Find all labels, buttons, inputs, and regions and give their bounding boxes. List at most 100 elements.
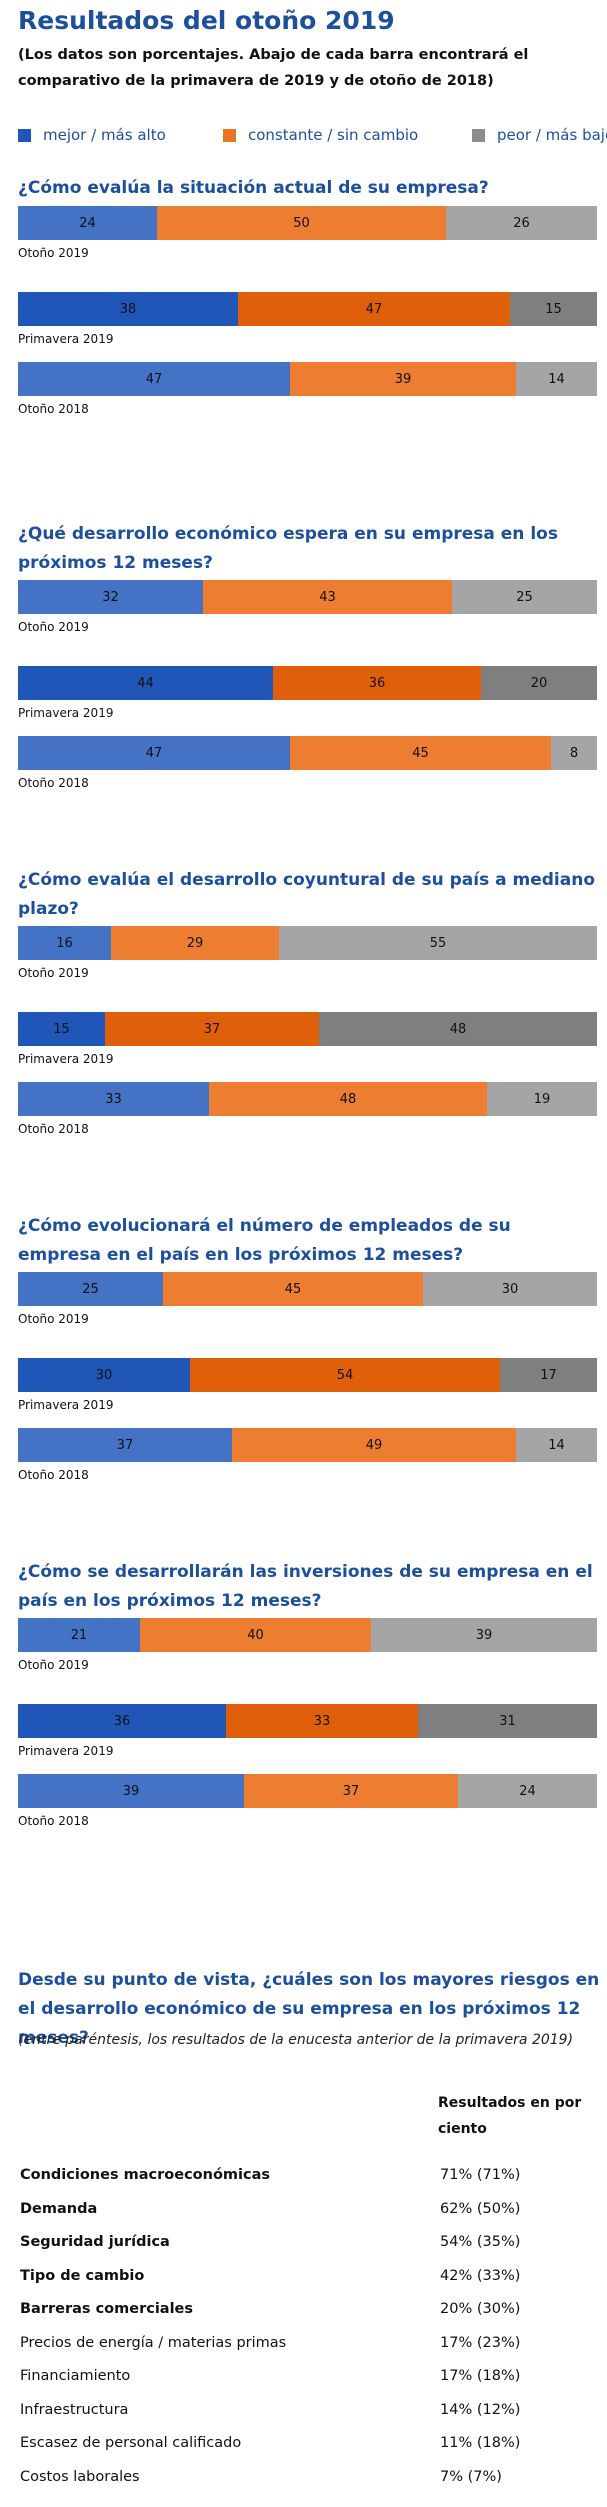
bar-period-label: Primavera 2019 bbox=[18, 706, 114, 720]
legend-item-worse: peor / más bajo bbox=[472, 126, 607, 144]
stacked-bar: 37 49 14 bbox=[18, 1428, 597, 1462]
bar-segment: 38 bbox=[18, 292, 238, 326]
bar-segment: 19 bbox=[487, 1082, 597, 1116]
bar-period-label: Otoño 2019 bbox=[18, 246, 89, 260]
bar-segment: 55 bbox=[279, 926, 597, 960]
risks-note: (entre paréntesis, los resultados de la … bbox=[18, 2032, 574, 2048]
legend-swatch-worse bbox=[472, 128, 485, 142]
bar-period-label: Otoño 2019 bbox=[18, 966, 89, 980]
question-title: ¿Cómo evalúa el desarrollo coyuntural de… bbox=[18, 870, 596, 919]
risk-value: 11% (18%) bbox=[440, 2435, 521, 2451]
stacked-bar: 39 37 24 bbox=[18, 1774, 597, 1808]
bar-value-label: 16 bbox=[56, 935, 73, 951]
risk-value: 20% (30%) bbox=[440, 2301, 521, 2317]
bar-value-label: 30 bbox=[501, 1281, 519, 1297]
bar-segment: 15 bbox=[18, 1012, 105, 1046]
bar-value-label: 45 bbox=[284, 1281, 302, 1297]
bar-value-label: 44 bbox=[137, 675, 154, 691]
bar-segment: 33 bbox=[226, 1704, 418, 1738]
bar-segment: 30 bbox=[18, 1358, 190, 1392]
bar-value-label: 25 bbox=[82, 1281, 99, 1297]
bar-value-label: 36 bbox=[368, 675, 386, 691]
stacked-bar: 24 50 26 bbox=[18, 206, 597, 240]
bar-value-label: 45 bbox=[412, 745, 429, 761]
bar-segment: 48 bbox=[209, 1082, 487, 1116]
legend-label-constant: constante / sin cambio bbox=[248, 126, 419, 144]
bar-value-label: 19 bbox=[533, 1091, 551, 1107]
stacked-bar: 47 39 14 bbox=[18, 362, 597, 396]
stacked-bar: 21 40 39 bbox=[18, 1618, 597, 1652]
bar-value-label: 24 bbox=[519, 1783, 536, 1799]
bar-segment: 14 bbox=[516, 1428, 597, 1462]
bar-value-label: 39 bbox=[122, 1783, 140, 1799]
legend-item-better: mejor / más alto bbox=[18, 126, 166, 144]
bar-value-label: 33 bbox=[313, 1713, 331, 1729]
bar-value-label: 15 bbox=[53, 1021, 70, 1037]
stacked-bar: 44 36 20 bbox=[18, 666, 597, 700]
risk-value: 7% (7%) bbox=[440, 2468, 502, 2485]
bar-value-label: 39 bbox=[475, 1627, 493, 1643]
risk-row: Financiamiento 17% (18%) bbox=[20, 2368, 600, 2392]
risk-value: 54% (35%) bbox=[440, 2234, 521, 2250]
bar-period-label: Primavera 2019 bbox=[18, 332, 114, 346]
risk-value: 71% (71%) bbox=[440, 2167, 521, 2183]
bar-value-label: 40 bbox=[247, 1627, 264, 1643]
bar-segment: 45 bbox=[163, 1272, 423, 1306]
question-title: ¿Cómo evalúa la situación actual de su e… bbox=[18, 178, 489, 198]
bar-period-label: Otoño 2019 bbox=[18, 1312, 89, 1326]
bar-segment: 37 bbox=[18, 1428, 232, 1462]
bar-segment: 47 bbox=[18, 362, 290, 396]
bar-segment: 50 bbox=[157, 206, 446, 240]
bar-value-label: 38 bbox=[119, 301, 137, 317]
legend-swatch-constant bbox=[223, 128, 236, 142]
bar-segment: 29 bbox=[111, 926, 279, 960]
bar-period-label: Otoño 2018 bbox=[18, 1122, 89, 1136]
stacked-bar: 47 45 8 bbox=[18, 736, 597, 770]
bar-segment: 25 bbox=[18, 1272, 163, 1306]
bar-segment: 31 bbox=[418, 1704, 597, 1738]
bar-segment: 37 bbox=[105, 1012, 319, 1046]
bar-value-label: 20 bbox=[530, 675, 548, 691]
bar-segment: 26 bbox=[446, 206, 597, 240]
risk-value: 17% (18%) bbox=[440, 2368, 521, 2384]
bar-segment: 48 bbox=[319, 1012, 597, 1046]
bar-segment: 24 bbox=[18, 206, 157, 240]
bar-value-label: 24 bbox=[79, 215, 96, 231]
bar-period-label: Otoño 2018 bbox=[18, 1468, 89, 1482]
bar-segment: 20 bbox=[481, 666, 597, 700]
stacked-bar: 36 33 31 bbox=[18, 1704, 597, 1738]
legend-swatch-better bbox=[18, 128, 31, 142]
page-subtitle: (Los datos son porcentajes. Abajo de cad… bbox=[18, 47, 529, 89]
risk-label: Demanda bbox=[20, 2200, 98, 2217]
stacked-bar: 32 43 25 bbox=[18, 580, 597, 614]
bar-value-label: 37 bbox=[342, 1783, 360, 1799]
bar-segment: 49 bbox=[232, 1428, 516, 1462]
risk-value: 62% (50%) bbox=[440, 2200, 521, 2217]
bar-period-label: Otoño 2019 bbox=[18, 620, 89, 634]
bar-value-label: 49 bbox=[365, 1437, 383, 1453]
bar-value-label: 37 bbox=[116, 1437, 134, 1453]
bar-segment: 43 bbox=[203, 580, 452, 614]
risk-label: Escasez de personal calificado bbox=[20, 2435, 242, 2451]
bar-value-label: 33 bbox=[105, 1091, 122, 1107]
risk-label: Barreras comerciales bbox=[20, 2301, 194, 2317]
legend: mejor / más alto constante / sin cambio … bbox=[18, 126, 607, 148]
risk-row: Condiciones macroeconómicas 71% (71%) bbox=[20, 2167, 600, 2191]
bar-value-label: 50 bbox=[293, 215, 310, 231]
bar-segment: 25 bbox=[452, 580, 597, 614]
bar-segment: 8 bbox=[551, 736, 597, 770]
page-title: Resultados del otoño 2019 bbox=[18, 6, 395, 35]
bar-value-label: 37 bbox=[203, 1021, 221, 1037]
bar-segment: 14 bbox=[516, 362, 597, 396]
risk-row: Barreras comerciales 20% (30%) bbox=[20, 2301, 600, 2325]
bar-period-label: Otoño 2018 bbox=[18, 402, 89, 416]
bar-value-label: 39 bbox=[394, 371, 412, 387]
legend-label-better: mejor / más alto bbox=[43, 126, 166, 144]
risks-title: Desde su punto de vista, ¿cuáles son los… bbox=[18, 1970, 600, 2048]
bar-segment: 54 bbox=[190, 1358, 500, 1392]
bar-segment: 21 bbox=[18, 1618, 140, 1652]
bar-value-label: 48 bbox=[339, 1091, 357, 1107]
stacked-bar: 38 47 15 bbox=[18, 292, 597, 326]
risks-column-header: Resultados en por ciento bbox=[438, 2095, 582, 2137]
bar-value-label: 47 bbox=[145, 745, 163, 761]
